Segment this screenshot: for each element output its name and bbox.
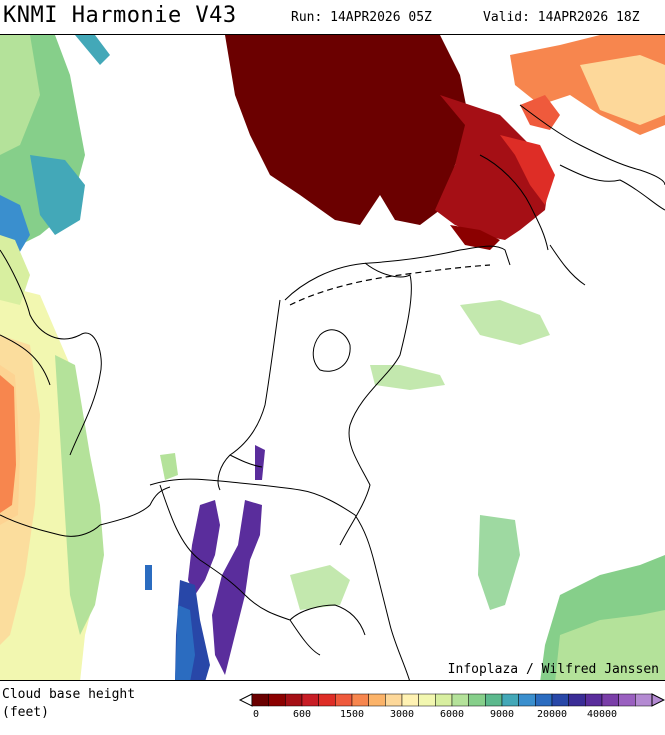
colorbar-cell [585,693,603,707]
blue-cloud-edge [175,605,195,680]
nw-cloud-strip [75,35,110,65]
colorbar-tick-label: 600 [293,709,311,720]
east-green-patch-1 [460,300,550,345]
east-green-patch-2 [370,365,445,390]
center-green-patch [160,453,178,480]
colorbar-cell [501,693,519,707]
colorbar-cell [251,693,269,707]
colorbar: 0 600 1500 3000 6000 9000 20000 40000 [238,693,665,720]
colorbar-cell [385,693,403,707]
nw-cloud-teal [30,155,85,235]
north-red-low-cloud [435,95,550,240]
colorbar-ticks: 0 600 1500 3000 6000 9000 20000 40000 [253,709,617,720]
valid-time: Valid: 14APR2026 18Z [483,10,640,25]
north-dark-red-low-cloud [225,35,470,225]
colorbar-cell [401,693,419,707]
north-red-core [450,225,500,250]
coastlines-and-borders [0,104,665,680]
colorbar-tick-label: 20000 [537,709,567,720]
nw-cloud-light [0,35,40,155]
south-green-patch [290,565,350,610]
wadden-islands [289,264,491,306]
colorbar-cell [435,693,453,707]
colorbar-cells [238,693,665,707]
colorbar-tick-label: 1500 [340,709,364,720]
colorbar-tick-label: 0 [253,709,259,720]
east-green-patch-3 [478,515,520,610]
map-canvas [0,35,665,680]
ne-peach-cloud [580,55,665,125]
north-red-edge [500,135,555,205]
colorbar-right-arrow [651,693,665,707]
header: KNMI Harmonie V43 Run: 14APR2026 05Z Val… [0,0,665,34]
ne-red-spot [520,95,560,130]
colorbar-left-arrow [238,693,253,707]
colorbar-cell [468,693,486,707]
colorbar-cell [301,693,319,707]
colorbar-cell [551,693,569,707]
colorbar-cell [351,693,369,707]
colorbar-cell [535,693,553,707]
west-yellow-strip [0,235,30,305]
west-cloud-field-green [55,355,104,635]
colorbar-cell [268,693,286,707]
colorbar-cell [451,693,469,707]
legend-label-line2: (feet) [2,705,49,720]
map-title: KNMI Harmonie V43 [3,3,237,28]
colorbar-cell [418,693,436,707]
purple-small [255,445,265,480]
run-time: Run: 14APR2026 05Z [291,10,432,25]
colorbar-cell [318,693,336,707]
colorbar-cell [368,693,386,707]
purple-cloud-left [188,500,220,595]
blue-speck [145,565,152,590]
legend-label-line1: Cloud base height [2,687,136,702]
credit-text: Infoplaza / Wilfred Janssen [447,662,659,677]
colorbar-tick-label: 40000 [587,709,617,720]
colorbar-cell [568,693,586,707]
colorbar-tick-label: 9000 [490,709,514,720]
colorbar-cell [285,693,303,707]
legend-label: Cloud base height (feet) [2,686,135,722]
colorbar-cell [335,693,353,707]
west-cloud-field-orange2 [0,375,16,513]
colorbar-cell [601,693,619,707]
forecast-map: Infoplaza / Wilfred Janssen [0,34,665,681]
colorbar-cell [618,693,636,707]
colorbar-cell [635,693,653,707]
colorbar-cell [518,693,536,707]
colorbar-tick-label: 6000 [440,709,464,720]
colorbar-tick-label: 3000 [390,709,414,720]
se-light-field [555,610,665,680]
colorbar-cell [485,693,503,707]
